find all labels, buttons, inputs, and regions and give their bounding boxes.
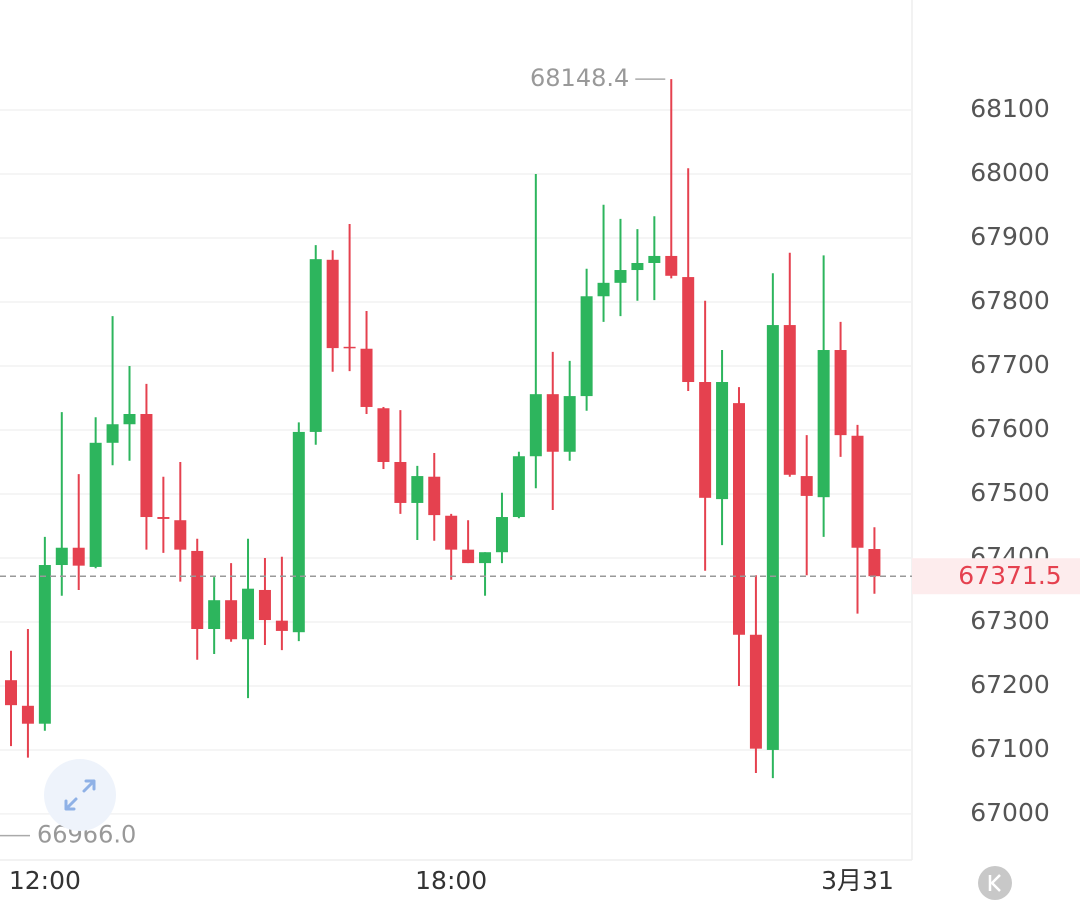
candle-body — [258, 589, 271, 621]
candle-body — [749, 634, 762, 749]
candle-body — [191, 550, 204, 630]
x-tick-label: 3月31 — [821, 866, 894, 895]
candle-body — [479, 552, 492, 564]
last-price-box — [912, 558, 1080, 595]
candle-body — [292, 431, 305, 633]
expand-button[interactable] — [44, 759, 116, 831]
candle-body — [495, 517, 508, 553]
y-tick-label: 67800 — [970, 286, 1050, 315]
y-tick-label: 67300 — [970, 606, 1050, 635]
candle-body — [174, 520, 187, 550]
candle-body — [106, 424, 119, 443]
candle-body — [5, 680, 17, 706]
candle-body — [140, 414, 153, 518]
candle-body — [38, 565, 51, 724]
candle-body — [343, 346, 356, 349]
candle-body — [631, 262, 644, 271]
candle-body — [851, 435, 864, 548]
candle-body — [614, 270, 627, 283]
y-tick-label: 67700 — [970, 350, 1050, 379]
candle-body — [89, 442, 102, 567]
candle-body — [682, 277, 695, 383]
collapse-button[interactable] — [978, 866, 1012, 900]
candle-body — [597, 282, 610, 297]
grid — [0, 109, 912, 815]
candle-body — [512, 456, 525, 518]
y-tick-label: 68100 — [970, 94, 1050, 123]
candle-body — [428, 476, 441, 516]
candle-body — [445, 515, 458, 550]
y-tick-label: 67000 — [970, 798, 1050, 827]
y-tick-label: 67500 — [970, 478, 1050, 507]
candle-body — [766, 325, 779, 750]
candle-body — [665, 255, 678, 276]
candle-body — [208, 600, 221, 630]
candle-body — [360, 348, 373, 407]
y-tick-label: 67900 — [970, 222, 1050, 251]
candle-body — [800, 476, 813, 496]
candle-body — [411, 476, 424, 503]
candle-body — [225, 600, 238, 640]
candle-body — [834, 350, 847, 436]
candle-body — [529, 394, 542, 457]
x-tick-label: 18:00 — [415, 866, 487, 895]
y-tick-label: 67600 — [970, 414, 1050, 443]
candles — [5, 79, 881, 779]
max-label: 68148.4 — [530, 64, 629, 92]
candle-body — [817, 350, 830, 498]
candle-body — [21, 705, 34, 724]
candle-body — [275, 620, 288, 631]
candle-body — [123, 414, 136, 425]
candle-body — [242, 588, 255, 640]
candle-body — [732, 403, 745, 635]
candle-body — [394, 461, 407, 503]
candle-body — [157, 517, 170, 519]
y-tick-label: 67100 — [970, 734, 1050, 763]
y-tick-label: 67200 — [970, 670, 1050, 699]
candle-body — [716, 382, 729, 500]
labels: 6700067100672006730067400675006760067700… — [0, 64, 1080, 895]
candle-body — [580, 296, 593, 397]
candle-body — [462, 549, 475, 564]
candle-body — [72, 547, 85, 566]
candle-body — [377, 408, 390, 462]
candle-body — [546, 394, 559, 452]
last-price-label: 67371.5 — [958, 561, 1061, 590]
candle-body — [326, 259, 339, 349]
candle-body — [309, 259, 322, 432]
candle-body — [648, 255, 661, 263]
candle-body — [699, 382, 712, 498]
candle-body — [563, 396, 576, 452]
candle-body — [868, 549, 881, 577]
x-tick-label: 12:00 — [9, 866, 81, 895]
candle-body — [783, 325, 796, 475]
candle-body — [55, 547, 68, 566]
y-tick-label: 68000 — [970, 158, 1050, 187]
